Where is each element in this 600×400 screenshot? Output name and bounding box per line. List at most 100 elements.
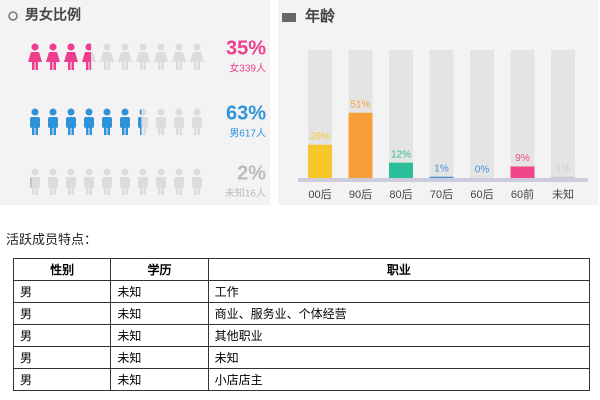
icon-leg xyxy=(122,62,125,70)
value-label: 1% xyxy=(434,163,449,174)
charts: 男女比例 年龄 35% 女339人 63% 男617人 2% 未知16人 26% 00后 51%… xyxy=(0,0,598,205)
icon-head xyxy=(121,43,129,51)
icon-leg xyxy=(89,62,91,70)
icon-row xyxy=(30,108,142,135)
icon-head xyxy=(139,168,147,176)
icon-head xyxy=(31,43,39,51)
table-cell: 未知 xyxy=(110,302,209,325)
icon-head xyxy=(85,43,91,51)
bar xyxy=(348,112,373,178)
icon-body xyxy=(118,52,132,62)
header-cell: 学历 xyxy=(110,258,209,281)
icon-leg xyxy=(104,62,107,70)
chart-title: 男女比例 xyxy=(25,7,81,23)
icon-head xyxy=(67,108,75,116)
icon xyxy=(282,13,296,22)
bar-track xyxy=(470,50,494,178)
bar-track xyxy=(429,50,454,178)
icon-head xyxy=(157,168,165,176)
x-tick-label: 90后 xyxy=(349,188,372,201)
icon-leg xyxy=(89,187,92,195)
icon-leg xyxy=(35,187,38,195)
value-label: 12% xyxy=(391,149,411,160)
icon-leg xyxy=(107,127,110,135)
x-tick-label: 80后 xyxy=(389,188,412,201)
icon-body xyxy=(174,117,184,128)
icon-leg xyxy=(32,187,35,195)
panel xyxy=(0,0,270,205)
icon-leg xyxy=(122,127,125,135)
icon-head xyxy=(49,108,57,116)
category-label: 男617人 xyxy=(229,128,266,140)
value-label: 63% xyxy=(226,102,266,124)
icon-leg xyxy=(86,187,89,195)
icon-body xyxy=(102,117,112,128)
icon-body xyxy=(120,177,130,188)
icon-leg xyxy=(197,127,200,135)
value-label: 2% xyxy=(237,162,266,184)
bar-track xyxy=(510,50,535,178)
icon-leg xyxy=(122,187,125,195)
icon-leg xyxy=(161,127,164,135)
icon-body xyxy=(156,117,166,128)
value-label: 26% xyxy=(310,131,330,142)
icon-leg xyxy=(197,187,200,195)
icon-leg xyxy=(194,187,197,195)
icon-leg xyxy=(32,127,35,135)
bar xyxy=(429,176,454,178)
icon-leg xyxy=(161,62,164,70)
icon-leg xyxy=(140,62,143,70)
bar xyxy=(510,166,535,178)
value-label: 0% xyxy=(475,165,490,176)
icon-head xyxy=(85,168,93,176)
table-cell: 未知 xyxy=(110,368,209,391)
icon-leg xyxy=(35,127,38,135)
icon-leg xyxy=(158,127,161,135)
icon-body xyxy=(154,52,168,62)
icon-body xyxy=(172,52,186,62)
icon-head xyxy=(31,171,32,173)
icon-leg xyxy=(86,62,89,70)
icon-leg xyxy=(197,62,200,70)
icon-leg xyxy=(176,127,179,135)
table-row: 男未知 工作 xyxy=(12,280,591,303)
icon-head xyxy=(103,168,111,176)
icon-head xyxy=(175,43,183,51)
icon-leg xyxy=(143,62,146,70)
value-label: 1% xyxy=(556,163,571,174)
icon-body xyxy=(30,177,32,188)
icon-leg xyxy=(125,127,128,135)
icon-head xyxy=(175,168,183,176)
table-cell: 未知 xyxy=(110,280,209,303)
icon-leg xyxy=(161,187,164,195)
icon-leg xyxy=(125,187,128,195)
icon-head xyxy=(157,43,165,51)
table-cell: 男 xyxy=(12,280,112,303)
icon-leg xyxy=(179,187,182,195)
icon-leg xyxy=(176,62,179,70)
table-cell: 工作 xyxy=(207,280,591,303)
icon-leg xyxy=(71,62,74,70)
table-cell: 男 xyxy=(12,302,112,325)
header-row: 性别 学历 职业 xyxy=(12,258,591,281)
icon-head xyxy=(193,168,201,176)
icon-body xyxy=(48,177,58,188)
icon-leg xyxy=(50,62,53,70)
x-tick-label: 00后 xyxy=(308,188,331,201)
icon-leg xyxy=(194,62,197,70)
icon xyxy=(8,11,18,21)
icon-leg xyxy=(50,127,53,135)
icon-leg xyxy=(89,127,92,135)
icon-body xyxy=(120,117,130,128)
axis-band xyxy=(298,178,588,182)
icon-leg xyxy=(68,127,71,135)
icon-leg xyxy=(86,127,89,135)
icon-leg xyxy=(176,187,179,195)
icon-head xyxy=(31,108,39,116)
icon-body xyxy=(66,117,76,128)
icon-head xyxy=(193,43,201,51)
icon-head xyxy=(193,108,201,116)
icon-leg xyxy=(158,62,161,70)
icon-leg xyxy=(35,62,38,70)
icon-head xyxy=(121,108,129,116)
